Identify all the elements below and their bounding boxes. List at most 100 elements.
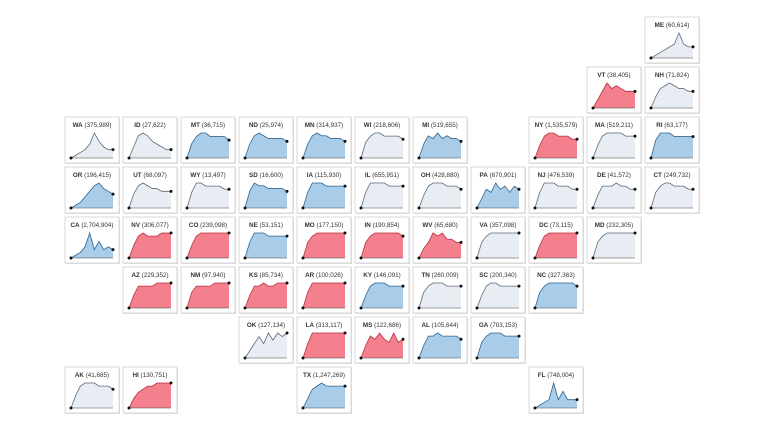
end-dot <box>633 231 637 235</box>
state-abbr: OR <box>73 172 83 179</box>
start-dot <box>359 156 363 160</box>
start-dot <box>417 156 421 160</box>
state-abbr: AR <box>305 272 315 279</box>
start-dot <box>69 256 73 260</box>
state-abbr: DC <box>539 222 549 229</box>
trend-line <box>302 132 346 159</box>
start-dot <box>417 256 421 260</box>
tile-label: UT (68,097) <box>133 172 167 179</box>
state-count: (100,026) <box>316 272 343 279</box>
trend-line <box>244 132 288 159</box>
trend-line <box>186 282 229 309</box>
trend-line <box>128 182 171 209</box>
tile-label: NV (306,077) <box>131 222 168 229</box>
trend-area <box>535 283 577 308</box>
start-dot <box>301 156 305 160</box>
state-count: (146,091) <box>374 272 401 279</box>
state-tile: TN (260,009) <box>412 266 468 314</box>
start-dot <box>649 56 653 60</box>
state-abbr: IA <box>307 172 314 179</box>
state-count: (38,405) <box>607 72 630 79</box>
trend-line <box>476 332 519 359</box>
state-abbr: IN <box>364 222 371 229</box>
trend-area <box>477 233 519 258</box>
start-dot <box>185 306 189 310</box>
trend-area <box>187 133 229 158</box>
tile-label: NM (97,940) <box>190 272 225 279</box>
state-tile: CA (2,704,904) <box>64 216 120 264</box>
state-abbr: ME <box>655 22 664 29</box>
state-abbr: PA <box>480 172 489 179</box>
state-abbr: WY <box>190 172 201 179</box>
state-tile: WI (218,606) <box>354 116 410 164</box>
state-tile: VT (38,405) <box>586 66 642 114</box>
state-abbr: CO <box>189 222 199 229</box>
trend-line <box>244 232 287 259</box>
state-tile: AZ (229,352) <box>122 266 178 314</box>
state-tile: IL (655,951) <box>354 166 410 214</box>
end-dot <box>285 139 289 143</box>
state-count: (177,150) <box>316 222 343 229</box>
trend-area <box>477 183 519 208</box>
trend-line <box>534 232 577 259</box>
trend-area <box>361 283 403 308</box>
start-dot <box>591 256 595 260</box>
trend-area <box>651 183 693 208</box>
start-dot <box>243 356 247 360</box>
start-dot <box>533 256 537 260</box>
state-tile: NJ (476,539) <box>528 166 584 214</box>
state-count: (200,340) <box>490 272 517 279</box>
trend-line <box>650 182 693 209</box>
trend-area <box>593 133 635 158</box>
tile-label: OR (196,415) <box>73 172 111 179</box>
start-dot <box>127 306 131 310</box>
tile-label: ID (27,622) <box>134 122 166 129</box>
tile-label: NJ (476,539) <box>538 172 575 179</box>
state-tile: IA (115,930) <box>296 166 352 214</box>
tile-label: MO (177,150) <box>305 222 344 229</box>
trend-line <box>70 182 114 209</box>
end-dot <box>169 148 173 152</box>
state-count: (25,974) <box>260 122 283 129</box>
trend-area <box>245 333 287 358</box>
start-dot <box>475 206 479 210</box>
trend-area <box>71 183 113 208</box>
state-count: (306,077) <box>142 222 169 229</box>
state-abbr: TX <box>303 372 312 379</box>
start-dot <box>243 156 247 160</box>
state-abbr: SD <box>249 172 258 179</box>
end-dot <box>691 45 695 49</box>
end-dot <box>459 240 463 244</box>
state-tile: SD (16,600) <box>238 166 294 214</box>
trend-line <box>534 182 577 209</box>
state-count: (375,989) <box>84 122 111 129</box>
trend-line <box>70 382 114 409</box>
trend-area <box>651 133 693 158</box>
state-tile: ID (27,622) <box>122 116 178 164</box>
state-abbr: NY <box>535 122 545 129</box>
start-dot <box>533 156 537 160</box>
state-abbr: VA <box>480 222 489 229</box>
end-dot <box>401 284 405 288</box>
start-dot <box>301 256 305 260</box>
start-dot <box>243 206 247 210</box>
tile-label: MT (36,715) <box>191 122 225 129</box>
end-dot <box>401 137 405 141</box>
start-dot <box>69 406 73 410</box>
trend-line <box>650 31 693 59</box>
state-tile: AR (100,026) <box>296 266 352 314</box>
tile-label: KS (85,734) <box>249 272 283 279</box>
state-tile: DC (73,115) <box>528 216 584 264</box>
start-dot <box>69 206 73 210</box>
end-dot <box>169 281 173 285</box>
state-abbr: MN <box>305 122 315 129</box>
tile-label: SC (200,340) <box>479 272 516 279</box>
state-abbr: WA <box>73 122 84 129</box>
state-tile: DE (41,572) <box>586 166 642 214</box>
trend-area <box>187 283 229 308</box>
trend-area <box>303 133 345 158</box>
state-abbr: CT <box>653 172 662 179</box>
end-dot <box>169 381 173 385</box>
start-dot <box>359 306 363 310</box>
start-dot <box>417 356 421 360</box>
